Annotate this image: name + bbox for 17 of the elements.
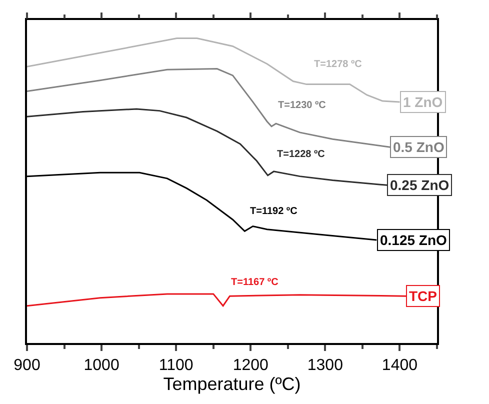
x-tick-label: 900 bbox=[14, 356, 40, 374]
series-label: 0.5 ZnO bbox=[393, 139, 444, 155]
x-tick-label: 1200 bbox=[232, 356, 269, 374]
x-tick-label: 1400 bbox=[382, 356, 418, 374]
annotation: T=1228 ºC bbox=[277, 149, 325, 160]
series-label: TCP bbox=[409, 288, 437, 304]
x-tick-label: 1000 bbox=[84, 356, 120, 374]
x-tick-label: 1300 bbox=[307, 356, 344, 374]
annotation: T=1192 ºC bbox=[250, 206, 298, 217]
series-label: 0.25 ZnO bbox=[390, 177, 450, 193]
series-label: 0.125 ZnO bbox=[380, 232, 448, 248]
x-axis-title: Temperature (ºC) bbox=[163, 374, 301, 394]
series-label: 1 ZnO bbox=[403, 94, 443, 110]
annotation: T=1230 ºC bbox=[278, 100, 326, 111]
annotation: T=1167 ºC bbox=[231, 277, 278, 288]
x-tick-label: 1100 bbox=[158, 356, 194, 374]
annotation: T=1278 ºC bbox=[314, 59, 362, 70]
